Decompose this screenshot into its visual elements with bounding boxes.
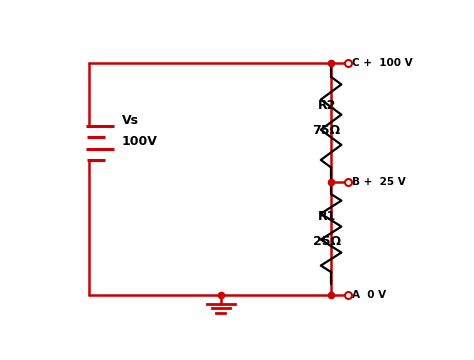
Text: 75Ω: 75Ω: [313, 124, 341, 137]
Text: R2: R2: [318, 99, 337, 112]
Text: Vs: Vs: [122, 114, 139, 127]
Text: R1: R1: [318, 210, 337, 223]
Text: 25Ω: 25Ω: [313, 235, 341, 248]
Text: 100V: 100V: [122, 135, 157, 148]
Text: B +  25 V: B + 25 V: [352, 177, 406, 187]
Text: A  0 V: A 0 V: [352, 291, 386, 301]
Text: C +  100 V: C + 100 V: [352, 58, 413, 68]
